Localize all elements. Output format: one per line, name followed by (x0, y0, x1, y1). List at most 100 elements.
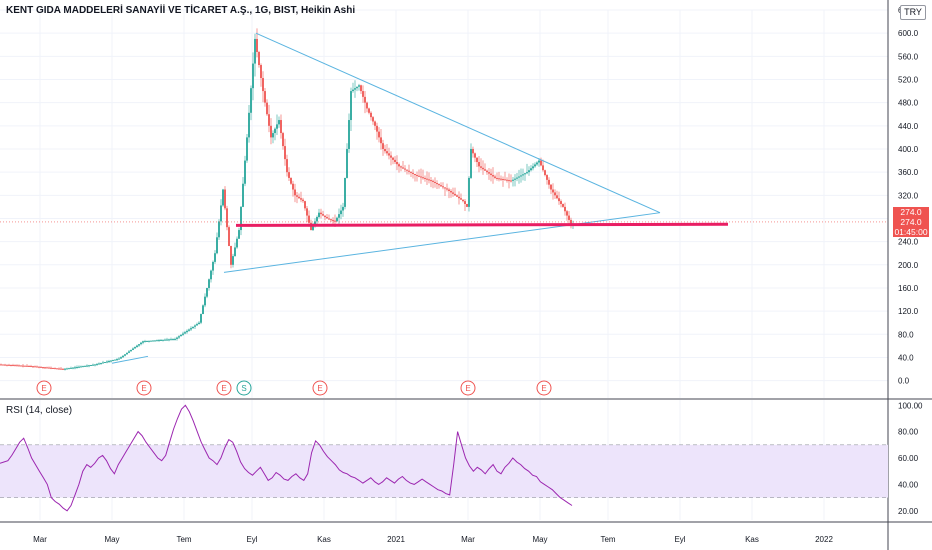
candle-body (214, 253, 216, 262)
price-tick-label: 0.0 (898, 377, 910, 386)
candle-body (16, 365, 18, 367)
candle-body (560, 201, 562, 204)
rsi-tick-label: 100.00 (898, 401, 923, 410)
event-marker (312, 380, 328, 396)
candle-body (12, 365, 14, 367)
candle-body (186, 330, 188, 333)
candle-body (36, 366, 38, 368)
candle-body (398, 164, 400, 167)
time-tick-label: Tem (176, 535, 191, 544)
time-tick-label: Kas (745, 535, 759, 544)
candle-body (134, 347, 136, 349)
candle-body (34, 366, 36, 368)
candle-body (282, 133, 284, 147)
candle-body (250, 88, 252, 113)
candle-body (218, 221, 220, 238)
currency-button[interactable]: TRY (900, 5, 926, 20)
candle-body (518, 176, 520, 178)
candle-body (46, 367, 48, 369)
candle-body (274, 128, 276, 134)
candle-body (558, 198, 560, 202)
candle-body (236, 238, 238, 248)
candle-body (158, 340, 160, 342)
candle-body (354, 88, 356, 90)
candle-body (252, 63, 254, 89)
candle-body (370, 112, 372, 118)
countdown-label: 01:45:00 (893, 227, 929, 237)
candle-body (564, 206, 566, 212)
candle-body (444, 187, 446, 189)
candle-body (326, 217, 328, 219)
candle-body (542, 165, 544, 171)
candle-body (156, 340, 158, 342)
candle-body (530, 168, 532, 171)
candle-body (512, 179, 514, 181)
candle-body (548, 179, 550, 185)
candle-body (168, 339, 170, 341)
candle-body (556, 195, 558, 199)
candle-body (194, 325, 196, 327)
candle-body (536, 162, 538, 165)
candle-body (516, 177, 518, 179)
candle-body (18, 365, 20, 367)
chart-title: KENT GIDA MADDELERİ SANAYİİ VE TİCARET A… (6, 5, 356, 16)
candle-body (446, 188, 448, 190)
candle-body (84, 365, 86, 367)
price-tick-label: 320.0 (898, 191, 919, 200)
candle-body (288, 172, 290, 178)
candle-body (60, 368, 62, 370)
candle-body (58, 368, 60, 370)
candle-body (114, 359, 116, 361)
candle-body (520, 175, 522, 177)
rsi-pane (0, 404, 888, 512)
candle-body (38, 366, 40, 368)
candle-body (162, 339, 164, 341)
candle-body (350, 91, 352, 121)
candle-body (336, 217, 338, 222)
candle-body (426, 178, 428, 180)
candle-body (66, 368, 68, 370)
candle-body (92, 364, 94, 366)
candle-body (438, 184, 440, 186)
candle-body (10, 364, 12, 366)
candle-body (192, 326, 194, 329)
candle-body (428, 179, 430, 181)
candle-body (154, 340, 156, 342)
candle-body (102, 362, 104, 364)
candle-body (112, 360, 114, 362)
candle-body (278, 120, 280, 125)
candle-body (328, 218, 330, 220)
price-tick-label: 80.0 (898, 330, 914, 339)
candle-body (14, 365, 16, 367)
candle-body (126, 352, 128, 355)
candle-body (200, 314, 202, 323)
candle-body (552, 189, 554, 193)
candle-body (332, 219, 334, 221)
candle-body (260, 65, 262, 79)
candle-body (312, 225, 314, 231)
rsi-band (0, 444, 888, 498)
candle-body (40, 366, 42, 368)
candle-body (554, 192, 556, 196)
candle-body (460, 198, 462, 200)
candle-body (482, 167, 484, 170)
candle-body (324, 215, 326, 218)
candle-body (456, 195, 458, 197)
candle-body (122, 355, 124, 358)
candle-body (276, 124, 278, 129)
rsi-tick-label: 60.00 (898, 454, 919, 463)
candle-body (546, 175, 548, 180)
time-tick-label: 2022 (815, 535, 833, 544)
candle-body (346, 148, 348, 178)
candle-body (136, 345, 138, 348)
trendline (111, 355, 149, 364)
candle-body (506, 179, 508, 181)
candle-body (284, 146, 286, 160)
candle-body (220, 205, 222, 222)
candle-body (464, 201, 466, 204)
candle-body (356, 86, 358, 89)
candle-body (334, 220, 336, 222)
event-marker (216, 380, 232, 396)
event-label: E (221, 384, 226, 393)
